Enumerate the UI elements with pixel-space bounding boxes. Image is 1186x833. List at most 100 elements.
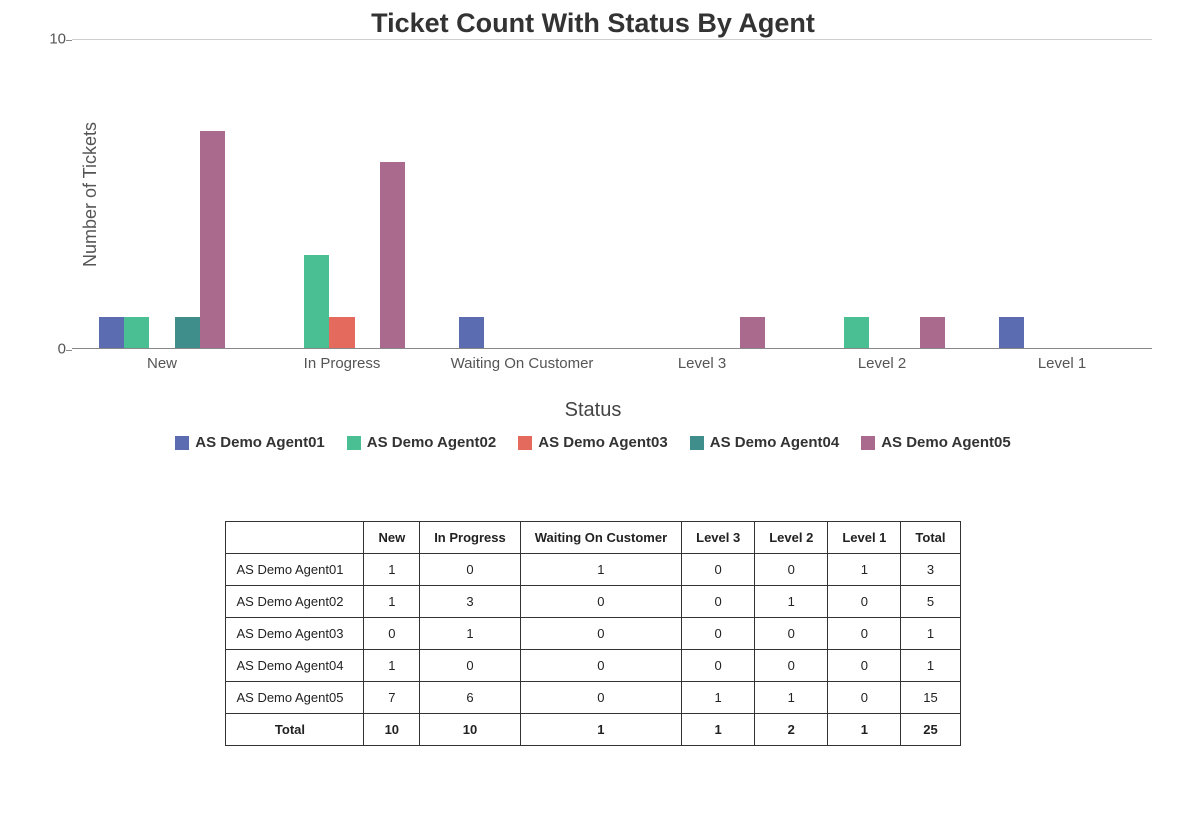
table-cell: 6 bbox=[420, 682, 521, 714]
table-cell: 1 bbox=[828, 554, 901, 586]
chart-bar bbox=[329, 317, 354, 348]
chart-bar bbox=[740, 317, 765, 348]
table-cell: 10 bbox=[420, 714, 521, 746]
table-row-label: Total bbox=[226, 714, 364, 746]
table-cell: 0 bbox=[364, 618, 420, 650]
legend-swatch bbox=[690, 436, 704, 450]
table-cell: 0 bbox=[520, 586, 681, 618]
table-cell: 1 bbox=[364, 586, 420, 618]
table-row-label: AS Demo Agent04 bbox=[226, 650, 364, 682]
table-cell: 1 bbox=[364, 554, 420, 586]
table-header-cell: Level 3 bbox=[682, 522, 755, 554]
table-cell: 0 bbox=[520, 618, 681, 650]
chart-bar bbox=[844, 317, 869, 348]
table-cell: 0 bbox=[682, 554, 755, 586]
legend: AS Demo Agent01 AS Demo Agent02 AS Demo Ag… bbox=[0, 434, 1186, 451]
table-cell: 15 bbox=[901, 682, 960, 714]
table-header-cell: In Progress bbox=[420, 522, 521, 554]
table-cell: 1 bbox=[520, 554, 681, 586]
chart-bar bbox=[175, 317, 200, 348]
legend-item: AS Demo Agent04 bbox=[690, 434, 839, 451]
table-cell: 1 bbox=[364, 650, 420, 682]
table-cell: 1 bbox=[755, 586, 828, 618]
chart-bar bbox=[99, 317, 124, 348]
table-cell: 0 bbox=[520, 650, 681, 682]
table-row: AS Demo Agent041000001 bbox=[226, 650, 960, 682]
table-cell: 0 bbox=[755, 650, 828, 682]
legend-item: AS Demo Agent03 bbox=[518, 434, 667, 451]
table-row: AS Demo Agent030100001 bbox=[226, 618, 960, 650]
table-total-row: Total1010112125 bbox=[226, 714, 960, 746]
legend-swatch bbox=[175, 436, 189, 450]
table-row: AS Demo Agent021300105 bbox=[226, 586, 960, 618]
table-cell: 1 bbox=[828, 714, 901, 746]
legend-item: AS Demo Agent02 bbox=[347, 434, 496, 451]
chart-bar bbox=[200, 131, 225, 348]
table-cell: 0 bbox=[420, 650, 521, 682]
table-cell: 1 bbox=[420, 618, 521, 650]
x-category-label: Level 1 bbox=[1038, 355, 1086, 372]
table-cell: 1 bbox=[901, 618, 960, 650]
bars-layer bbox=[72, 40, 1152, 348]
table-header-cell: Waiting On Customer bbox=[520, 522, 681, 554]
table-cell: 0 bbox=[828, 618, 901, 650]
x-category-label: New bbox=[147, 355, 177, 372]
chart-bar bbox=[380, 162, 405, 348]
table-cell: 3 bbox=[420, 586, 521, 618]
chart-container: Ticket Count With Status By Agent Number… bbox=[0, 0, 1186, 451]
table-row-label: AS Demo Agent01 bbox=[226, 554, 364, 586]
table-cell: 1 bbox=[755, 682, 828, 714]
table-cell: 0 bbox=[828, 586, 901, 618]
legend-label: AS Demo Agent01 bbox=[195, 434, 324, 451]
table-header-cell bbox=[226, 522, 364, 554]
plot-area: Number of Tickets 010 bbox=[0, 39, 1186, 349]
legend-label: AS Demo Agent05 bbox=[881, 434, 1010, 451]
table-cell: 5 bbox=[901, 586, 960, 618]
y-tick-label: 0 bbox=[58, 341, 66, 358]
table-cell: 1 bbox=[682, 682, 755, 714]
table-header-cell: Level 1 bbox=[828, 522, 901, 554]
x-axis-title: Status bbox=[0, 399, 1186, 422]
table-cell: 0 bbox=[520, 682, 681, 714]
table-cell: 7 bbox=[364, 682, 420, 714]
chart-bar bbox=[124, 317, 149, 348]
table-cell: 0 bbox=[828, 650, 901, 682]
x-category-label: Waiting On Customer bbox=[451, 355, 594, 372]
table-cell: 0 bbox=[682, 618, 755, 650]
x-category-label: Level 2 bbox=[858, 355, 906, 372]
legend-swatch bbox=[861, 436, 875, 450]
table-cell: 1 bbox=[682, 714, 755, 746]
table-cell: 1 bbox=[901, 650, 960, 682]
table-header-cell: Total bbox=[901, 522, 960, 554]
table-cell: 0 bbox=[755, 554, 828, 586]
table-cell: 1 bbox=[520, 714, 681, 746]
table-row: AS Demo Agent0576011015 bbox=[226, 682, 960, 714]
table-cell: 0 bbox=[682, 586, 755, 618]
chart-title: Ticket Count With Status By Agent bbox=[0, 8, 1186, 39]
chart-bar bbox=[304, 255, 329, 348]
legend-item: AS Demo Agent01 bbox=[175, 434, 324, 451]
table-row-label: AS Demo Agent05 bbox=[226, 682, 364, 714]
x-category-label: In Progress bbox=[304, 355, 381, 372]
table-cell: 0 bbox=[755, 618, 828, 650]
x-category-label: Level 3 bbox=[678, 355, 726, 372]
y-tick-label: 10 bbox=[49, 31, 66, 48]
legend-label: AS Demo Agent03 bbox=[538, 434, 667, 451]
table-row: AS Demo Agent011010013 bbox=[226, 554, 960, 586]
table-cell: 0 bbox=[420, 554, 521, 586]
table-header-row: NewIn ProgressWaiting On CustomerLevel 3… bbox=[226, 522, 960, 554]
table-row-label: AS Demo Agent03 bbox=[226, 618, 364, 650]
legend-label: AS Demo Agent04 bbox=[710, 434, 839, 451]
table-header-cell: New bbox=[364, 522, 420, 554]
legend-item: AS Demo Agent05 bbox=[861, 434, 1010, 451]
legend-swatch bbox=[518, 436, 532, 450]
table-row-label: AS Demo Agent02 bbox=[226, 586, 364, 618]
x-axis-category-labels: New In Progress Waiting On Customer Level 3… bbox=[72, 349, 1152, 371]
table-cell: 0 bbox=[682, 650, 755, 682]
data-table: NewIn ProgressWaiting On CustomerLevel 3… bbox=[225, 521, 960, 746]
table-cell: 0 bbox=[828, 682, 901, 714]
plot-surface bbox=[72, 39, 1152, 349]
table-cell: 25 bbox=[901, 714, 960, 746]
data-table-container: NewIn ProgressWaiting On CustomerLevel 3… bbox=[0, 521, 1186, 746]
table-cell: 2 bbox=[755, 714, 828, 746]
